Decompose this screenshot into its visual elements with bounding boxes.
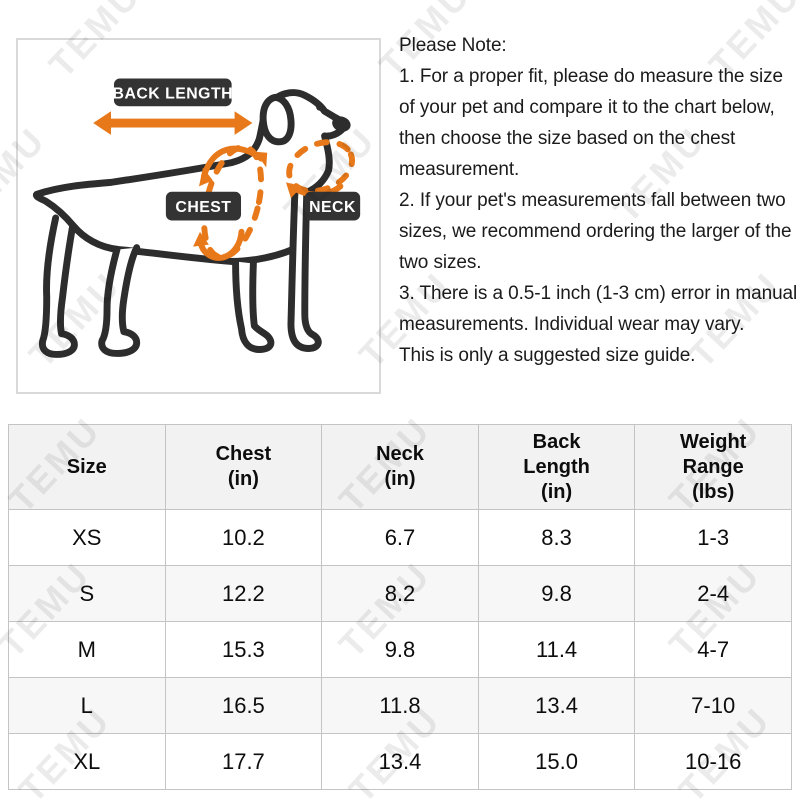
dog-measurement-diagram: BACK LENGTH CHEST NECK xyxy=(16,38,381,394)
dog-near-front-leg xyxy=(232,258,275,353)
dog-eye xyxy=(316,103,324,111)
value-cell: 11.4 xyxy=(477,621,636,678)
table-row-s: S 12.2 8.2 9.8 2-4 xyxy=(8,565,792,622)
table-row-xs: XS 10.2 6.7 8.3 1-3 xyxy=(8,509,792,566)
note-line-4: This is only a suggested size guide. xyxy=(399,345,696,366)
size-cell: M xyxy=(8,621,166,678)
note-line-2: 2. If your pet's measurements fall betwe… xyxy=(399,190,792,273)
value-cell: 17.7 xyxy=(164,733,323,790)
back-length-arrowhead-right xyxy=(234,111,253,135)
dog-near-hind-leg xyxy=(98,244,141,357)
value-cell: 8.3 xyxy=(477,509,636,566)
value-cell: 7-10 xyxy=(634,677,792,734)
withers-arrowhead-right xyxy=(255,151,268,168)
value-cell: 9.8 xyxy=(321,621,479,678)
value-cell: 15.0 xyxy=(477,733,636,790)
value-cell: 6.7 xyxy=(321,509,479,566)
chest-label: CHEST xyxy=(175,199,231,216)
neck-label: NECK xyxy=(309,199,356,216)
value-cell: 13.4 xyxy=(477,677,636,734)
back-length-arrowhead-left xyxy=(93,111,111,135)
notes-body: 1. For a proper fit, please do measure t… xyxy=(399,61,800,371)
column-header-1: Chest (in) xyxy=(164,424,323,510)
value-cell: 2-4 xyxy=(634,565,792,622)
size-chart-header: Size Chest (in) Neck (in) Back Length (in) W… xyxy=(8,424,792,510)
size-cell: XL xyxy=(8,733,166,790)
dog-far-front-leg xyxy=(287,188,322,352)
column-header-0: Size xyxy=(8,424,166,510)
dog-diagram-svg: BACK LENGTH CHEST NECK xyxy=(32,78,361,358)
value-cell: 11.8 xyxy=(321,677,479,734)
table-row-m: M 15.3 9.8 11.4 4-7 xyxy=(8,621,792,678)
size-cell: L xyxy=(8,677,166,734)
note-line-3: 3. There is a 0.5-1 inch (1-3 cm) error … xyxy=(399,283,798,335)
dog-nose xyxy=(332,116,351,132)
size-chart-table: Size Chest (in) Neck (in) Back Length (in) W… xyxy=(8,424,792,790)
header-row: Size Chest (in) Neck (in) Back Length (in) W… xyxy=(8,424,792,510)
size-notes: Please Note: 1. For a proper fit, please… xyxy=(399,30,800,371)
size-cell: S xyxy=(8,565,166,622)
column-header-3: Back Length (in) xyxy=(477,424,636,510)
measure-labels: BACK LENGTH CHEST NECK xyxy=(113,78,361,221)
table-row-l: L 16.5 11.8 13.4 7-10 xyxy=(8,677,792,734)
value-cell: 10.2 xyxy=(164,509,323,566)
value-cell: 10-16 xyxy=(634,733,792,790)
notes-title: Please Note: xyxy=(399,35,507,56)
size-chart-body: XS 10.2 6.7 8.3 1-3 S 12.2 8.2 9.8 2-4 M 15.3 9.8 11.… xyxy=(8,509,792,790)
value-cell: 12.2 xyxy=(164,565,323,622)
chest-arrowhead-up xyxy=(193,231,209,247)
value-cell: 1-3 xyxy=(634,509,792,566)
neck-arrowhead-left xyxy=(286,182,302,199)
size-cell: XS xyxy=(8,509,166,566)
back-length-label: BACK LENGTH xyxy=(113,85,234,102)
note-line-1: 1. For a proper fit, please do measure t… xyxy=(399,66,783,180)
value-cell: 9.8 xyxy=(477,565,636,622)
dog-far-hind-leg xyxy=(38,214,78,358)
value-cell: 4-7 xyxy=(634,621,792,678)
chest-label-bg xyxy=(165,191,242,221)
value-cell: 8.2 xyxy=(321,565,479,622)
neck-girth-dashes xyxy=(286,139,356,194)
value-cell: 16.5 xyxy=(164,677,323,734)
column-header-4: Weight Range (lbs) xyxy=(634,424,792,510)
column-header-2: Neck (in) xyxy=(321,424,479,510)
value-cell: 13.4 xyxy=(321,733,479,790)
withers-wrap-arrow xyxy=(200,145,265,180)
neck-label-bg xyxy=(304,191,361,221)
dog-ear xyxy=(259,93,295,146)
back-length-label-bg xyxy=(113,78,232,107)
table-row-xl: XL 17.7 13.4 15.0 10-16 xyxy=(8,733,792,790)
withers-arrowhead-left xyxy=(198,167,213,187)
value-cell: 15.3 xyxy=(164,621,323,678)
